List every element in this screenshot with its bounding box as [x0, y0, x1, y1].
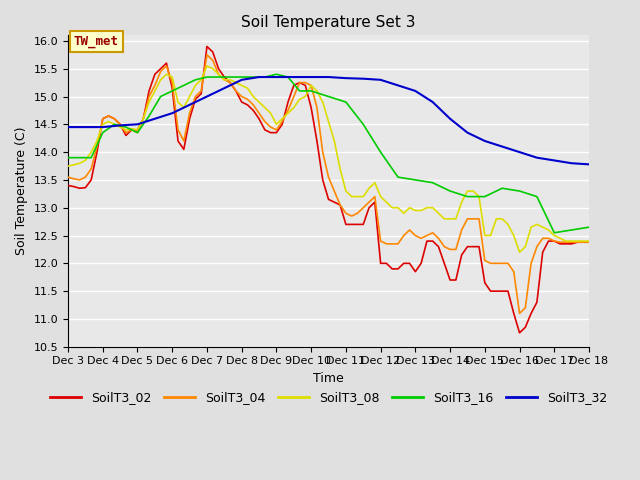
X-axis label: Time: Time	[313, 372, 344, 385]
Legend: SoilT3_02, SoilT3_04, SoilT3_08, SoilT3_16, SoilT3_32: SoilT3_02, SoilT3_04, SoilT3_08, SoilT3_…	[45, 386, 612, 409]
Text: TW_met: TW_met	[74, 35, 119, 48]
Y-axis label: Soil Temperature (C): Soil Temperature (C)	[15, 127, 28, 255]
Title: Soil Temperature Set 3: Soil Temperature Set 3	[241, 15, 416, 30]
